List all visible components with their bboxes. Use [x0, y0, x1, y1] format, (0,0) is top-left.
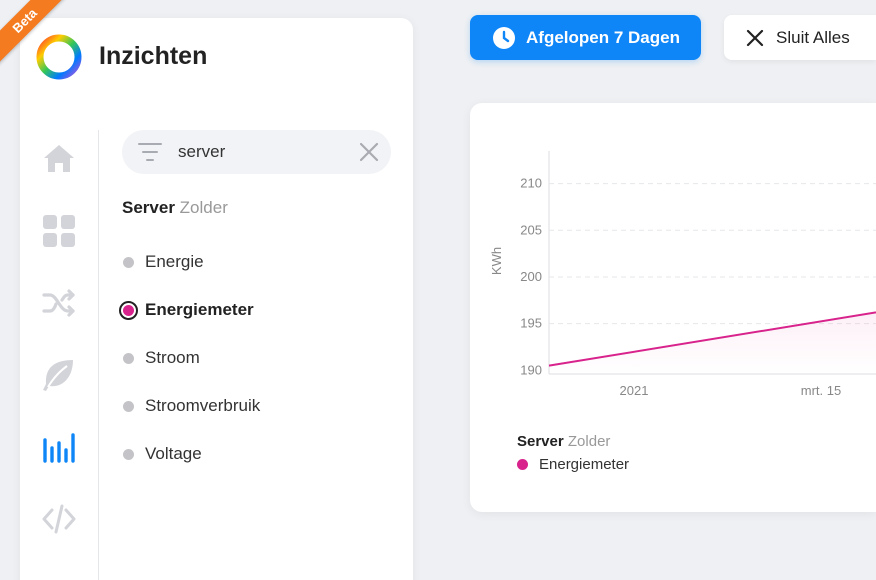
capability-dot	[123, 400, 134, 412]
nav-dashboard[interactable]	[40, 212, 78, 250]
capability-list: Energie Energiemeter Stroom Stroomverbru…	[118, 238, 398, 478]
search-bar	[122, 130, 391, 174]
nav-flows[interactable]	[40, 284, 78, 322]
clear-search-icon[interactable]	[358, 141, 380, 163]
clock-icon	[493, 26, 515, 49]
energy-leaf-icon	[43, 360, 73, 391]
capability-dot	[123, 352, 134, 364]
nav-rail	[20, 130, 99, 580]
period-button[interactable]: Afgelopen 7 Dagen	[470, 15, 701, 60]
line-chart: 190 195 200 205 210 2021 mrt. 15 KWh	[489, 151, 876, 398]
legend-device-zone: Zolder	[567, 433, 611, 450]
capability-dot	[123, 256, 134, 268]
y-tick-label: 195	[520, 316, 542, 331]
device-zone: Zolder	[179, 198, 228, 217]
nav-energy[interactable]	[40, 356, 78, 394]
chart-card: 190 195 200 205 210 2021 mrt. 15 KWh Server Z…	[470, 103, 876, 512]
period-button-label: Afgelopen 7 Dagen	[526, 27, 680, 47]
device-name: Server	[122, 198, 175, 217]
insights-bars-icon	[43, 433, 75, 463]
insights-panel: Inzichten	[20, 18, 413, 580]
filter-icon	[138, 143, 162, 161]
x-tick-label: mrt. 15	[801, 383, 841, 398]
homey-logo-icon	[36, 34, 82, 80]
series-area	[549, 312, 876, 374]
capability-item-voltage[interactable]: Voltage	[118, 430, 398, 478]
device-header: Server Zolder	[122, 198, 228, 218]
capability-dot	[123, 448, 134, 460]
home-icon	[44, 145, 74, 172]
close-icon	[746, 29, 764, 46]
legend-item-energiemeter[interactable]: Energiemeter	[517, 456, 629, 473]
y-tick-label: 210	[520, 176, 542, 191]
capability-label: Energie	[145, 252, 204, 271]
nav-developer[interactable]	[40, 500, 78, 538]
close-all-label: Sluit Alles	[776, 27, 850, 47]
capability-item-energiemeter[interactable]: Energiemeter	[118, 286, 398, 334]
nav-insights[interactable]	[40, 428, 78, 466]
y-tick-label: 205	[520, 222, 542, 237]
y-tick-label: 190	[520, 362, 542, 377]
nav-home[interactable]	[40, 140, 78, 178]
code-icon	[42, 504, 76, 534]
capability-dot-selected	[119, 300, 138, 320]
series-line-energiemeter	[548, 311, 876, 367]
dashboard-icon	[43, 215, 75, 247]
y-tick-label: 200	[520, 269, 542, 284]
capability-label: Energiemeter	[145, 300, 254, 319]
capability-item-stroom[interactable]: Stroom	[118, 334, 398, 382]
close-all-button[interactable]: Sluit Alles	[724, 15, 876, 60]
y-axis-label: KWh	[489, 247, 504, 275]
legend-series-name: Energiemeter	[539, 456, 630, 473]
x-tick-label: 2021	[620, 383, 649, 398]
legend-color-dot	[517, 459, 528, 470]
capability-label: Voltage	[145, 444, 202, 463]
capability-label: Stroom	[145, 348, 200, 367]
capability-item-stroomverbruik[interactable]: Stroomverbruik	[118, 382, 398, 430]
capability-item-energie[interactable]: Energie	[118, 238, 398, 286]
legend-device: Server Zolder	[517, 433, 610, 450]
page-title: Inzichten	[99, 42, 208, 70]
search-input[interactable]	[178, 137, 348, 167]
capability-label: Stroomverbruik	[145, 396, 261, 415]
legend-device-name: Server	[517, 433, 564, 450]
flows-shuffle-icon	[42, 289, 75, 317]
